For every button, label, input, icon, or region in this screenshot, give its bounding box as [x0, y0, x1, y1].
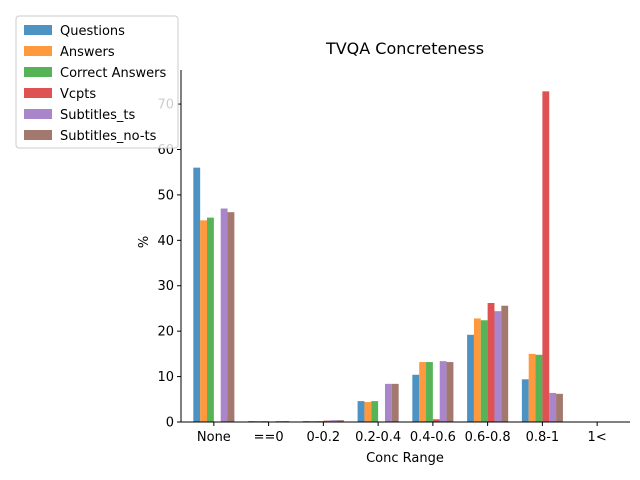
x-tick-label: 0.8-1: [526, 430, 560, 445]
y-axis-label: %: [137, 236, 152, 248]
x-tick-label: 0.4-0.6: [410, 430, 456, 445]
bar: [473, 318, 481, 422]
bar: [207, 217, 214, 422]
y-tick-label: 50: [157, 188, 174, 203]
y-tick-label: 20: [157, 325, 174, 340]
x-tick-label: None: [197, 430, 231, 445]
bar: [337, 420, 344, 422]
legend-label: Correct Answers: [60, 66, 166, 81]
x-tick-label: 0.6-0.8: [465, 430, 511, 445]
legend-swatch: [24, 109, 52, 119]
bar: [364, 402, 372, 422]
legend-label: Subtitles_ts: [60, 108, 136, 123]
legend-label: Subtitles_no-ts: [60, 129, 157, 144]
y-tick-label: 10: [157, 370, 174, 385]
bar: [371, 401, 379, 422]
bar: [193, 167, 201, 422]
legend-box: [15, 15, 179, 149]
x-tick-label: ==0: [254, 430, 284, 445]
bar: [200, 220, 207, 422]
legend-swatch: [24, 67, 52, 77]
bar: [220, 208, 228, 422]
bar: [549, 392, 557, 422]
legend-label: Vcpts: [60, 87, 96, 102]
bar: [494, 311, 502, 422]
bars-group: [193, 91, 563, 422]
bar: [439, 361, 447, 422]
bar: [521, 379, 529, 422]
legend-swatch: [24, 46, 52, 56]
axes-group: [180, 70, 630, 423]
bar: [323, 420, 331, 422]
legend-label: Questions: [60, 24, 125, 39]
bar: [357, 401, 365, 422]
x-tick-label: 0-0.2: [307, 430, 341, 445]
bar: [419, 362, 427, 422]
bar: [556, 393, 563, 422]
bar: [391, 383, 399, 422]
y-tick-label: 40: [157, 234, 174, 249]
legend-swatch: [24, 25, 52, 35]
bar: [412, 374, 420, 422]
bar: [487, 303, 495, 422]
x-tick-label: 1<: [588, 430, 607, 445]
bar: [528, 353, 536, 422]
bar: [535, 354, 543, 422]
legend-swatch: [24, 130, 52, 140]
x-ticks: None ==0 0-0.2 0.2-0.4 0.4-0.6 0.6-0.8 0.8-1 1<: [197, 422, 607, 445]
legend-label: Answers: [60, 45, 115, 60]
bar: [227, 212, 235, 422]
bar: [446, 362, 454, 422]
bar: [501, 305, 509, 422]
chart-title: TVQA Concreteness: [325, 39, 484, 58]
bar: [467, 334, 474, 422]
x-axis-label: Conc Range: [366, 451, 444, 466]
bar: [384, 383, 392, 422]
y-tick-label: 0: [166, 416, 174, 431]
bar: [426, 362, 433, 422]
legend: Questions Answers Correct Answers Vcpts Subt…: [15, 15, 179, 149]
y-tick-label: 30: [157, 279, 174, 294]
x-tick-label: 0.2-0.4: [355, 430, 401, 445]
bar: [432, 419, 440, 422]
plot-area: [181, 70, 630, 422]
bar: [542, 91, 550, 422]
bar: [330, 420, 338, 422]
bar: [480, 320, 488, 422]
legend-swatch: [24, 88, 52, 98]
